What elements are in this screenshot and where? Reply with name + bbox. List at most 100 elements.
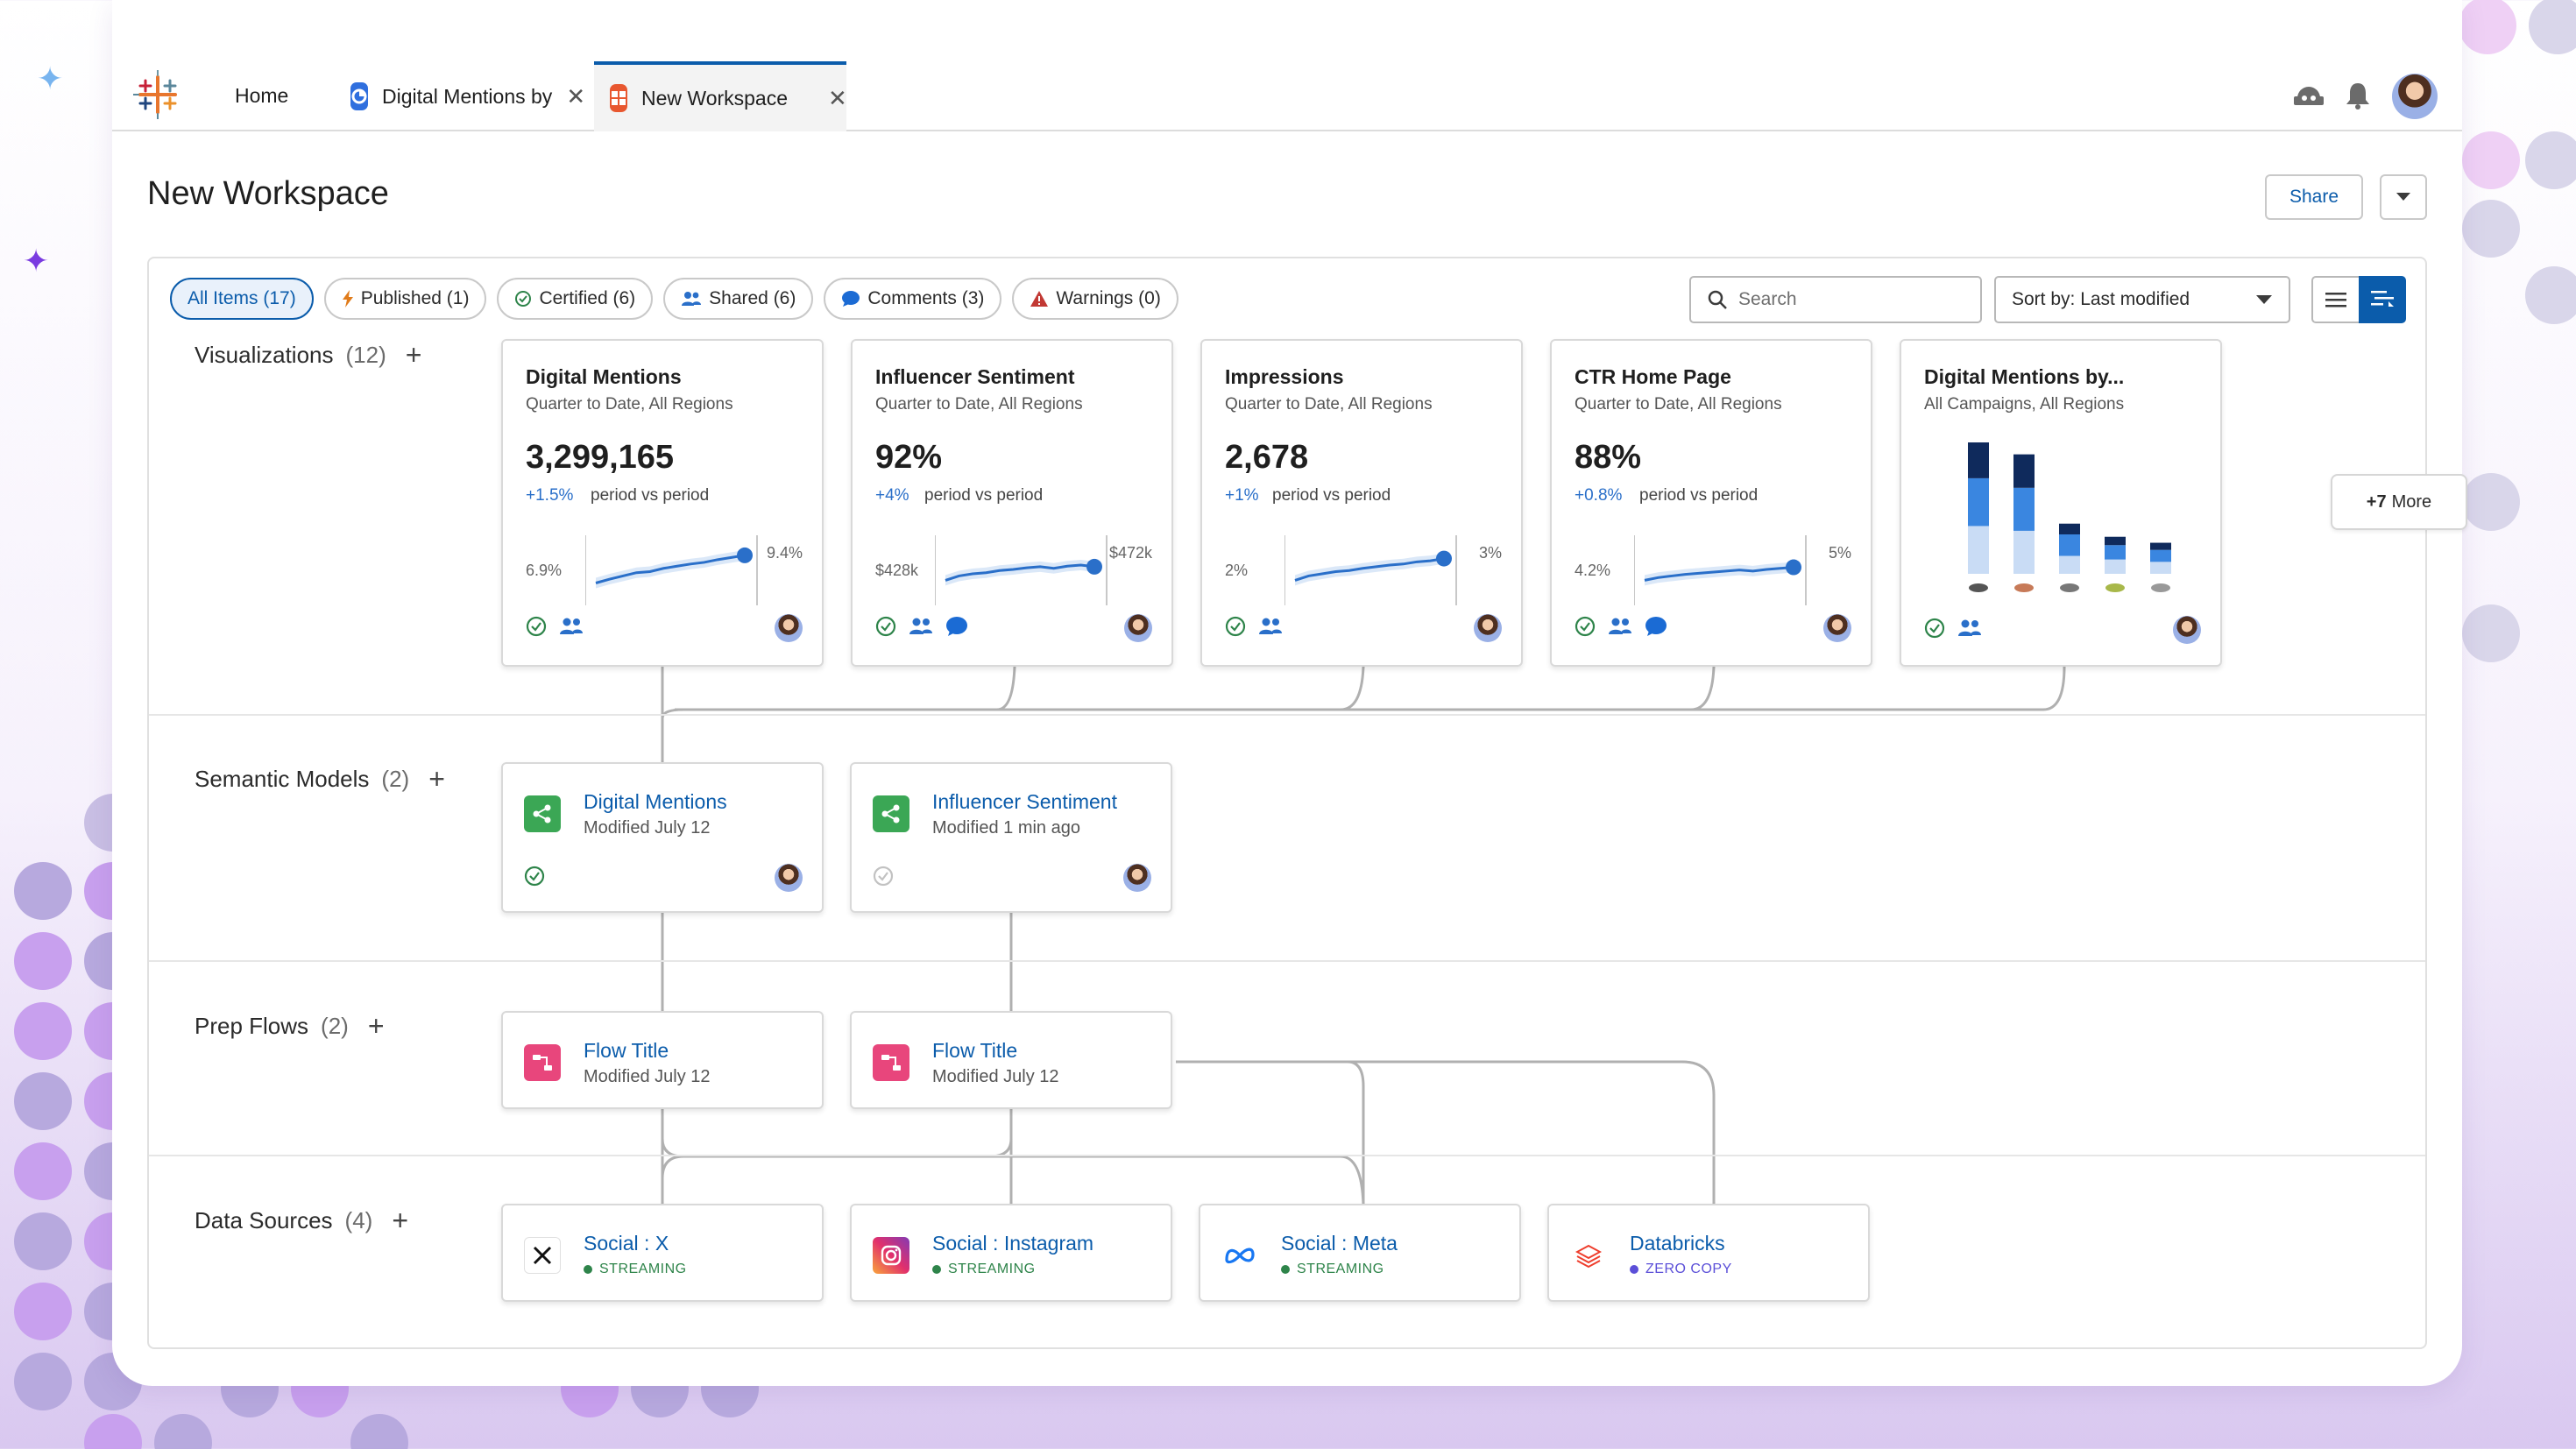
bell-icon[interactable] <box>2341 79 2374 112</box>
status-badge: STREAMING <box>1281 1262 1384 1277</box>
lineage-view-button[interactable] <box>2359 276 2406 323</box>
prep-flow-name[interactable]: Flow Title <box>932 1039 1018 1062</box>
filter-published[interactable]: Published (1) <box>323 278 487 320</box>
add-visualization-button[interactable]: + <box>405 339 422 371</box>
close-icon[interactable]: ✕ <box>566 82 586 110</box>
filter-all-items[interactable]: All Items (17) <box>170 278 314 320</box>
viz-card-digital-mentions-by[interactable]: Digital Mentions by... All Campaigns, Al… <box>1900 339 2222 667</box>
card-badges <box>1225 616 1283 637</box>
share-button[interactable]: Share <box>2265 174 2363 220</box>
section-prep-flows: Prep Flows (2) + <box>195 1012 385 1040</box>
page-title: New Workspace <box>147 175 389 212</box>
filter-chips: All Items (17) Published (1) Certified (… <box>170 278 1178 320</box>
add-prep-flow-button[interactable]: + <box>367 1010 385 1042</box>
meta-icon <box>1221 1237 1258 1274</box>
viz-card-impressions[interactable]: Impressions Quarter to Date, All Regions… <box>1200 339 1523 667</box>
decor-dot <box>14 1212 72 1270</box>
filter-certified[interactable]: Certified (6) <box>497 278 654 320</box>
top-navigation: Home Digital Mentions by ✕ New Workspace… <box>112 0 2462 131</box>
chip-label: All Items (17) <box>188 288 296 308</box>
search-input[interactable] <box>1738 289 1966 310</box>
bar-segment <box>2150 549 2171 562</box>
kpi-range-high: $472k <box>1108 544 1152 562</box>
nav-home-link[interactable]: Home <box>235 84 289 107</box>
data-source-card[interactable]: Social : Meta STREAMING <box>1199 1204 1521 1302</box>
owner-avatar[interactable] <box>775 864 803 892</box>
add-data-source-button[interactable]: + <box>392 1205 408 1236</box>
decor-dot <box>14 1142 72 1200</box>
more-actions-button[interactable] <box>2380 174 2427 220</box>
search-box[interactable] <box>1689 276 1982 323</box>
sparkline-band <box>1295 553 1444 586</box>
owner-avatar[interactable] <box>1124 614 1152 642</box>
data-source-card[interactable]: Databricks ZERO COPY <box>1547 1204 1870 1302</box>
kpi-range-high: 5% <box>1828 544 1851 562</box>
decor-dot <box>14 932 72 990</box>
sort-dropdown[interactable]: Sort by: Last modified <box>1994 276 2290 323</box>
owner-avatar[interactable] <box>1823 614 1851 642</box>
kpi-value: 2,678 <box>1225 439 1309 476</box>
more-visualizations-button[interactable]: +7 More <box>2331 474 2467 530</box>
list-view-button[interactable] <box>2311 276 2359 323</box>
kpi-period: period vs period <box>924 486 1044 505</box>
add-semantic-model-button[interactable]: + <box>428 763 445 795</box>
people-icon <box>1259 618 1282 634</box>
semantic-model-card[interactable]: Digital Mentions Modified July 12 <box>501 762 824 913</box>
x-logo-icon <box>524 1237 561 1274</box>
decor-dot <box>2462 131 2520 189</box>
bar-segment <box>2105 559 2126 574</box>
tab-new-workspace[interactable]: New Workspace ✕ <box>594 61 847 131</box>
owner-avatar[interactable] <box>775 614 803 642</box>
data-source-name[interactable]: Social : X <box>584 1232 669 1255</box>
prep-flow-name[interactable]: Flow Title <box>584 1039 669 1062</box>
section-count: (2) <box>321 1012 349 1039</box>
semantic-model-name[interactable]: Digital Mentions <box>584 790 727 813</box>
owner-avatar[interactable] <box>2173 616 2201 644</box>
filter-comments[interactable]: Comments (3) <box>824 278 1002 320</box>
bar-segment <box>1968 477 1989 527</box>
more-count: +7 <box>2366 491 2387 512</box>
decor-dot <box>350 1414 408 1449</box>
user-avatar[interactable] <box>2392 74 2438 119</box>
data-source-name[interactable]: Databricks <box>1630 1232 1725 1255</box>
kpi-value: 88% <box>1575 439 1642 476</box>
viz-card-influencer-sentiment[interactable]: Influencer Sentiment Quarter to Date, Al… <box>851 339 1173 667</box>
filter-warnings[interactable]: Warnings (0) <box>1012 278 1178 320</box>
tableau-logo-icon[interactable] <box>133 70 182 119</box>
decor-dot <box>2529 0 2576 54</box>
category-thumbnail <box>2060 583 2079 592</box>
sparkline-chart <box>1634 535 1807 605</box>
semantic-model-name[interactable]: Influencer Sentiment <box>932 790 1117 813</box>
kpi-range-low: 4.2% <box>1575 562 1611 579</box>
tab-digital-mentions[interactable]: Digital Mentions by ✕ <box>335 61 585 131</box>
comment-icon <box>1645 617 1667 636</box>
tab-label: New Workspace <box>641 86 789 110</box>
owner-avatar[interactable] <box>1123 864 1151 892</box>
section-count: (2) <box>381 765 410 792</box>
viz-title: Digital Mentions by... <box>1924 365 2125 388</box>
list-icon <box>2325 293 2346 307</box>
viz-title: Influencer Sentiment <box>875 365 1075 388</box>
agent-icon[interactable] <box>2292 79 2325 112</box>
people-icon <box>682 292 702 306</box>
viz-card-ctr-home-page[interactable]: CTR Home Page Quarter to Date, All Regio… <box>1550 339 1872 667</box>
sparkline-band <box>945 560 1094 586</box>
data-source-card[interactable]: Social : Instagram STREAMING <box>850 1204 1172 1302</box>
certified-icon <box>875 616 896 637</box>
data-source-name[interactable]: Social : Meta <box>1281 1232 1398 1255</box>
section-semantic-models: Semantic Models (2) + <box>195 765 445 793</box>
card-badges <box>1924 618 1982 639</box>
filter-shared[interactable]: Shared (6) <box>663 278 814 320</box>
close-icon[interactable]: ✕ <box>828 84 847 111</box>
semantic-model-card[interactable]: Influencer Sentiment Modified 1 min ago <box>850 762 1172 913</box>
owner-avatar[interactable] <box>1474 614 1502 642</box>
certified-icon <box>524 866 545 887</box>
bar-segment <box>2013 530 2035 574</box>
data-source-name[interactable]: Social : Instagram <box>932 1232 1094 1255</box>
prep-flow-card[interactable]: Flow Title Modified July 12 <box>850 1011 1172 1109</box>
data-source-card[interactable]: Social : X STREAMING <box>501 1204 824 1302</box>
prep-flow-card[interactable]: Flow Title Modified July 12 <box>501 1011 824 1109</box>
status-dot <box>584 1265 592 1274</box>
viz-card-digital-mentions[interactable]: Digital Mentions Quarter to Date, All Re… <box>501 339 824 667</box>
status-text: STREAMING <box>599 1262 687 1276</box>
